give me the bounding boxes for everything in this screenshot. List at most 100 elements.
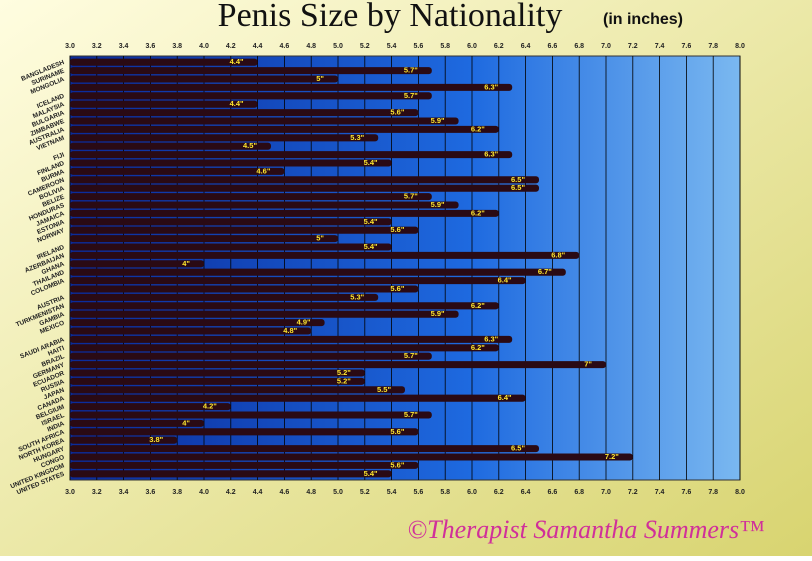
x-tick-label-top: 6.4 — [521, 43, 531, 50]
x-tick-label-bottom: 5.0 — [333, 489, 343, 496]
value-label: 5.9" — [431, 200, 445, 209]
x-tick-label-top: 3.8 — [172, 43, 182, 50]
bar — [70, 100, 258, 108]
value-label: 6.4" — [498, 393, 512, 402]
x-tick-label-top: 3.4 — [119, 43, 129, 50]
value-label: 5.7" — [404, 66, 418, 75]
bar — [70, 285, 419, 293]
value-label: 6.5" — [511, 175, 525, 184]
x-tick-label-bottom: 5.6 — [414, 489, 424, 496]
value-label: 5.6" — [390, 427, 404, 436]
x-tick-label-top: 3.6 — [146, 43, 156, 50]
x-tick-label-top: 3.0 — [65, 43, 75, 50]
value-label: 4" — [182, 259, 190, 268]
bar — [70, 218, 392, 226]
x-tick-label-bottom: 3.2 — [92, 489, 102, 496]
x-tick-label-bottom: 7.2 — [628, 489, 638, 496]
bar — [70, 361, 606, 369]
value-label: 5.2" — [337, 376, 351, 385]
x-tick-label-top: 5.4 — [387, 43, 397, 50]
bar — [70, 302, 499, 310]
x-tick-label-bottom: 5.4 — [387, 489, 397, 496]
value-label: 6.7" — [538, 267, 552, 276]
bar — [70, 251, 580, 259]
value-label: 5.6" — [390, 225, 404, 234]
bar — [70, 83, 513, 91]
x-tick-label-top: 4.2 — [226, 43, 236, 50]
value-label: 5.4" — [364, 217, 378, 226]
value-label: 5.3" — [350, 292, 364, 301]
value-label: 5.2" — [337, 368, 351, 377]
bar — [70, 386, 405, 394]
value-label: 6.2" — [471, 208, 485, 217]
value-label: 7" — [584, 360, 592, 369]
bar — [70, 176, 539, 184]
value-label: 5.4" — [364, 158, 378, 167]
bar — [70, 67, 432, 75]
value-label: 4.6" — [256, 166, 270, 175]
bar — [70, 436, 178, 444]
bar — [70, 310, 459, 318]
value-label: 5" — [316, 234, 324, 243]
bar — [70, 209, 499, 217]
bar — [70, 243, 392, 251]
bar — [70, 419, 204, 427]
value-label: 5.3" — [350, 133, 364, 142]
value-label: 4.5" — [243, 141, 257, 150]
bar — [70, 92, 432, 100]
value-label: 6.2" — [471, 343, 485, 352]
bar — [70, 201, 459, 209]
value-label: 5.7" — [404, 410, 418, 419]
y-tick-label: FIJI — [52, 151, 65, 162]
value-label: 6.3" — [484, 334, 498, 343]
bar — [70, 344, 499, 352]
value-label: 5.5" — [377, 385, 391, 394]
x-tick-label-top: 6.0 — [467, 43, 477, 50]
x-tick-label-bottom: 6.6 — [548, 489, 558, 496]
x-tick-label-bottom: 4.6 — [280, 489, 290, 496]
x-tick-label-bottom: 7.4 — [655, 489, 665, 496]
x-tick-label-bottom: 4.2 — [226, 489, 236, 496]
x-tick-label-bottom: 6.8 — [574, 489, 584, 496]
value-label: 5" — [316, 74, 324, 83]
bar — [70, 411, 432, 419]
value-label: 6.5" — [511, 444, 525, 453]
value-label: 4.8" — [283, 326, 297, 335]
value-label: 5.6" — [390, 108, 404, 117]
bar — [70, 453, 633, 461]
x-tick-label-top: 6.8 — [574, 43, 584, 50]
bar — [70, 369, 365, 377]
value-label: 4.2" — [203, 402, 217, 411]
bar — [70, 377, 365, 385]
value-label: 5.7" — [404, 192, 418, 201]
bar — [70, 58, 258, 66]
value-label: 6.5" — [511, 183, 525, 192]
bar — [70, 75, 338, 83]
x-tick-label-top: 7.8 — [708, 43, 718, 50]
value-label: 3.8" — [149, 435, 163, 444]
bar — [70, 193, 432, 201]
x-tick-label-top: 5.0 — [333, 43, 343, 50]
bar — [70, 461, 419, 469]
x-tick-label-bottom: 5.2 — [360, 489, 370, 496]
x-tick-label-top: 7.0 — [601, 43, 611, 50]
bar — [70, 470, 392, 478]
x-tick-label-bottom: 6.2 — [494, 489, 504, 496]
x-tick-label-top: 5.6 — [414, 43, 424, 50]
x-tick-label-top: 4.4 — [253, 43, 263, 50]
bar — [70, 151, 513, 159]
bar — [70, 268, 566, 276]
x-tick-label-bottom: 7.8 — [708, 489, 718, 496]
x-tick-label-top: 7.2 — [628, 43, 638, 50]
x-tick-label-bottom: 7.6 — [682, 489, 692, 496]
bar — [70, 428, 419, 436]
bar — [70, 125, 499, 133]
value-label: 6.2" — [471, 301, 485, 310]
bar — [70, 445, 539, 453]
x-tick-label-top: 5.2 — [360, 43, 370, 50]
x-tick-label-bottom: 6.0 — [467, 489, 477, 496]
x-tick-label-bottom: 7.0 — [601, 489, 611, 496]
value-label: 7.2" — [605, 452, 619, 461]
x-tick-label-bottom: 4.8 — [306, 489, 316, 496]
